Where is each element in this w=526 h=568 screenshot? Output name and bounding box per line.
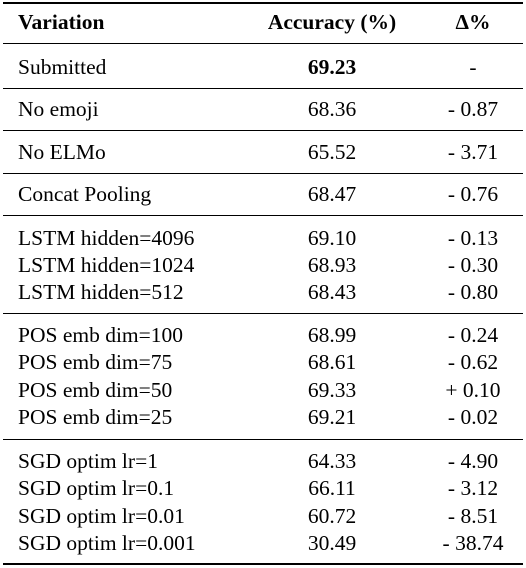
bottom-rule xyxy=(3,563,523,565)
row-variation: SGD optim lr=1 xyxy=(18,449,158,473)
row-accuracy: 66.11 xyxy=(308,476,356,500)
row-delta: + 0.10 xyxy=(445,378,501,402)
group-rule xyxy=(3,130,523,131)
row-accuracy: 60.72 xyxy=(307,504,357,528)
row-variation: LSTM hidden=4096 xyxy=(18,226,195,250)
row-variation: Concat Pooling xyxy=(18,182,152,206)
row-variation: LSTM hidden=1024 xyxy=(18,253,195,277)
row-delta: - 0.13 xyxy=(447,226,499,250)
row-delta: - 3.71 xyxy=(447,140,499,164)
row-delta: - 4.90 xyxy=(447,449,499,473)
row-accuracy: 69.21 xyxy=(307,405,357,429)
row-accuracy: 69.23 xyxy=(307,55,357,79)
row-accuracy: 68.93 xyxy=(307,253,357,277)
group-rule xyxy=(3,88,523,89)
row-variation: POS emb dim=100 xyxy=(18,323,184,347)
header-rule xyxy=(3,43,523,44)
row-delta: - 0.80 xyxy=(447,280,499,304)
group-rule xyxy=(3,173,523,174)
row-variation: SGD optim lr=0.1 xyxy=(18,476,175,500)
header-delta: Δ% xyxy=(455,10,491,34)
row-accuracy: 68.43 xyxy=(307,280,357,304)
row-accuracy: 68.36 xyxy=(307,97,357,121)
top-rule xyxy=(3,2,523,4)
row-accuracy: 68.47 xyxy=(307,182,357,206)
row-variation: Submitted xyxy=(18,55,107,79)
row-delta: - 0.02 xyxy=(447,405,499,429)
row-delta: - 38.74 xyxy=(442,531,504,555)
row-variation: POS emb dim=50 xyxy=(18,378,173,402)
row-accuracy: 68.99 xyxy=(307,323,357,347)
row-accuracy: 64.33 xyxy=(307,449,357,473)
row-accuracy: 69.33 xyxy=(307,378,357,402)
row-delta: - 3.12 xyxy=(447,476,499,500)
row-accuracy: 69.10 xyxy=(307,226,357,250)
row-accuracy: 30.49 xyxy=(307,531,357,555)
row-delta: - 0.24 xyxy=(447,323,499,347)
row-delta: - 0.30 xyxy=(447,253,499,277)
row-accuracy: 68.61 xyxy=(307,350,357,374)
group-rule xyxy=(3,215,523,216)
header-variation: Variation xyxy=(18,10,105,34)
group-rule xyxy=(3,439,523,440)
row-delta: - 0.62 xyxy=(447,350,499,374)
row-delta: - xyxy=(469,55,477,79)
row-variation: POS emb dim=75 xyxy=(18,350,173,374)
row-variation: No ELMo xyxy=(18,140,106,164)
header-accuracy: Accuracy (%) xyxy=(267,10,397,34)
row-variation: POS emb dim=25 xyxy=(18,405,173,429)
row-delta: - 0.87 xyxy=(447,97,499,121)
group-rule xyxy=(3,313,523,314)
row-delta: - 0.76 xyxy=(447,182,499,206)
row-variation: LSTM hidden=512 xyxy=(18,280,184,304)
row-variation: SGD optim lr=0.001 xyxy=(18,531,196,555)
row-delta: - 8.51 xyxy=(447,504,499,528)
row-variation: No emoji xyxy=(18,97,99,121)
row-accuracy: 65.52 xyxy=(307,140,357,164)
row-variation: SGD optim lr=0.01 xyxy=(18,504,185,528)
